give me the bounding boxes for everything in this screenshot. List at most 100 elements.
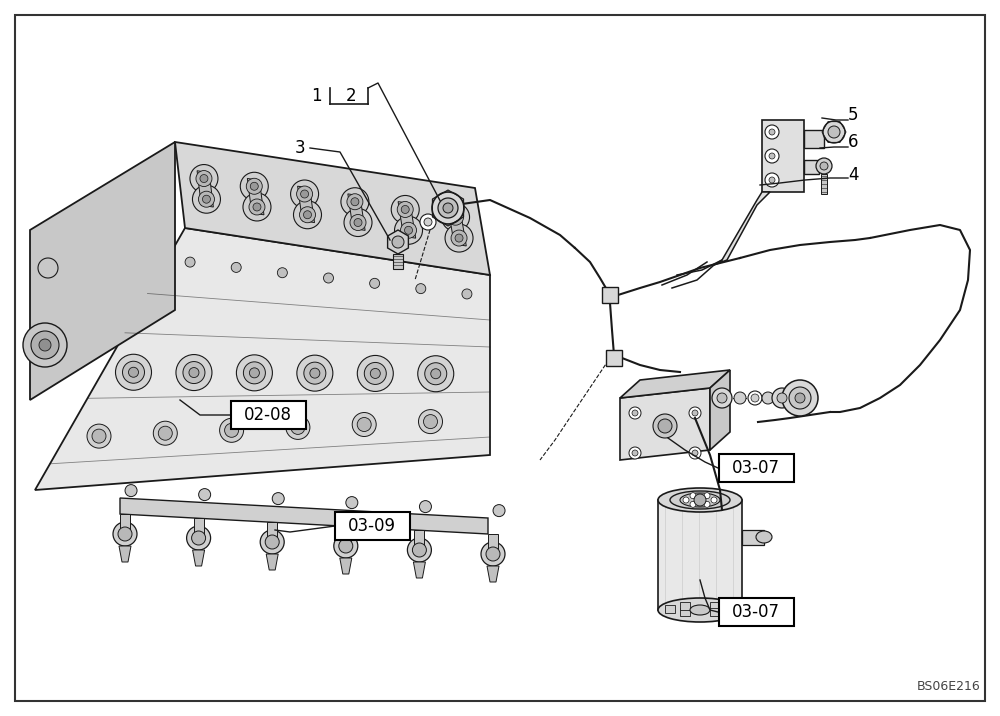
Polygon shape [448,209,466,246]
Bar [488,534,498,554]
Circle shape [202,195,210,203]
Bar [804,160,819,174]
Bar [804,130,824,148]
Polygon shape [197,170,213,207]
Circle shape [765,125,779,139]
Circle shape [443,203,453,213]
Circle shape [192,185,220,213]
Ellipse shape [680,493,720,507]
Circle shape [451,230,467,246]
Circle shape [187,526,211,550]
Bar [710,609,720,616]
Circle shape [765,173,779,187]
Polygon shape [193,550,205,566]
Polygon shape [175,142,490,275]
Circle shape [243,362,265,384]
Circle shape [351,198,359,205]
Circle shape [250,183,258,190]
Bar [680,601,690,609]
Circle shape [401,205,409,213]
Ellipse shape [690,605,710,615]
Circle shape [416,284,426,294]
Text: 2: 2 [346,87,356,105]
Circle shape [493,505,505,517]
Polygon shape [620,388,710,460]
Circle shape [190,165,218,193]
Ellipse shape [670,491,730,509]
Circle shape [341,188,369,216]
Circle shape [694,494,706,506]
Circle shape [123,362,145,383]
Circle shape [424,218,432,226]
Circle shape [350,215,366,231]
Polygon shape [620,370,730,398]
Circle shape [683,497,689,503]
Circle shape [277,268,287,278]
Circle shape [418,410,442,434]
Polygon shape [298,186,315,223]
Text: 03-09: 03-09 [348,517,396,535]
Circle shape [692,410,698,416]
Circle shape [299,207,315,223]
Circle shape [748,391,762,405]
Circle shape [442,203,470,231]
Circle shape [795,393,805,403]
Bar [742,530,764,545]
Circle shape [189,367,199,377]
Bar [602,287,618,303]
Circle shape [272,493,284,505]
Polygon shape [35,228,490,490]
Polygon shape [120,498,488,534]
Ellipse shape [756,531,772,543]
Circle shape [291,420,305,435]
Polygon shape [413,562,425,578]
Bar [606,350,622,366]
Circle shape [357,355,393,392]
Circle shape [820,162,828,170]
Circle shape [762,392,774,404]
Circle shape [118,527,132,541]
Circle shape [38,258,58,278]
Circle shape [200,175,208,183]
Circle shape [220,418,244,442]
Circle shape [183,362,205,384]
Circle shape [352,412,376,437]
Bar [120,514,130,534]
Circle shape [751,394,759,402]
Circle shape [391,195,419,223]
Circle shape [158,426,172,440]
Bar [762,120,804,192]
Circle shape [354,218,362,226]
Text: 6: 6 [848,133,858,151]
Polygon shape [487,566,499,582]
Circle shape [765,149,779,163]
Circle shape [405,226,413,234]
Circle shape [303,211,311,219]
Circle shape [777,393,787,403]
Circle shape [445,224,473,252]
Bar [725,605,735,613]
Circle shape [370,279,380,289]
Circle shape [448,209,464,226]
Polygon shape [340,558,352,574]
Polygon shape [388,230,408,254]
Circle shape [297,186,313,202]
Circle shape [347,194,363,210]
Text: 3: 3 [295,139,305,157]
Bar [821,174,827,194]
Bar [335,512,410,540]
Text: 03-07: 03-07 [732,603,780,621]
Circle shape [153,421,177,445]
Circle shape [129,367,139,377]
Circle shape [704,493,710,498]
Circle shape [418,356,454,392]
Circle shape [692,450,698,456]
Circle shape [481,542,505,566]
Circle shape [632,410,638,416]
Circle shape [364,362,386,384]
Circle shape [246,178,262,194]
Bar [680,609,690,616]
Circle shape [310,368,320,378]
Circle shape [462,289,472,299]
Bar [718,598,794,626]
